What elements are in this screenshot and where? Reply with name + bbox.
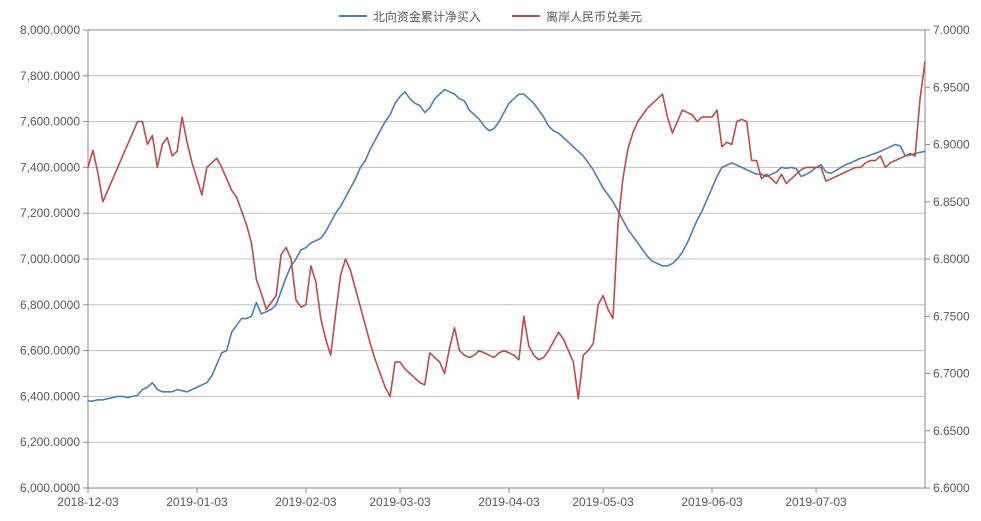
y-right-label: 6.7500 [933,309,970,323]
legend-item-0: 北向资金累计净买入 [339,8,481,25]
x-tick-label: 2019-03-03 [369,495,431,509]
x-tick-label: 2019-04-03 [478,495,540,509]
x-tick-label: 2019-07-03 [785,495,847,509]
y-left-label: 8,000.0000 [20,23,80,37]
chart-container: 北向资金累计净买入 离岸人民币兑美元 6,000.00006,200.00006… [0,0,981,521]
x-tick-label: 2019-06-03 [681,495,743,509]
y-left-label: 7,400.0000 [20,160,80,174]
legend-swatch-1 [512,15,540,17]
y-left-label: 6,800.0000 [20,298,80,312]
y-left-label: 7,000.0000 [20,252,80,266]
y-left-label: 6,000.0000 [20,481,80,495]
y-left-label: 6,200.0000 [20,435,80,449]
y-left-label: 6,400.0000 [20,389,80,403]
y-right-label: 6.6000 [933,481,970,495]
y-left-label: 7,200.0000 [20,206,80,220]
x-tick-label: 2019-05-03 [572,495,634,509]
x-tick-label: 2019-01-03 [166,495,228,509]
x-tick-label: 2019-02-03 [275,495,337,509]
legend-label-0: 北向资金累计净买入 [373,8,481,25]
dual-axis-line-chart: 6,000.0000 6,200.0000 6,400.0000 6,600.0000… [0,0,981,521]
x-tick-label: 2018-12-03 [57,495,119,509]
legend-swatch-0 [339,15,367,17]
legend: 北向资金累计净买入 离岸人民币兑美元 [0,6,981,25]
y-right-label: 7.0000 [933,23,970,37]
y-right-label: 6.9500 [933,80,970,94]
legend-label-1: 离岸人民币兑美元 [546,8,642,25]
y-left-label: 7,600.0000 [20,115,80,129]
y-right-label: 6.8000 [933,252,970,266]
y-left-label: 6,600.0000 [20,344,80,358]
y-right-label: 6.6500 [933,424,970,438]
y-right-label: 6.8500 [933,195,970,209]
y-right-label: 6.9000 [933,138,970,152]
legend-item-1: 离岸人民币兑美元 [512,8,642,25]
y-left-label: 7,800.0000 [20,69,80,83]
y-right-label: 6.7000 [933,367,970,381]
